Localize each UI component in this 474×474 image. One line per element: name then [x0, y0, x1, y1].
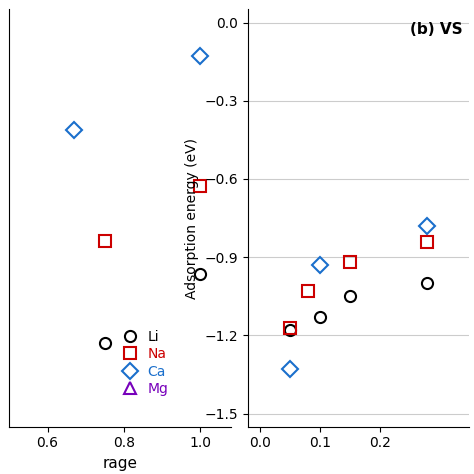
- Li: [197, 271, 203, 276]
- Y-axis label: Adsorption energy (eV): Adsorption energy (eV): [185, 137, 199, 299]
- Ca: [317, 262, 323, 268]
- Li: [425, 281, 430, 286]
- Na: [197, 183, 203, 189]
- Ca: [72, 127, 77, 133]
- Line: Ca: Ca: [284, 220, 433, 375]
- Line: Na: Na: [99, 180, 206, 247]
- Na: [425, 239, 430, 245]
- Li: [287, 328, 293, 333]
- Ca: [425, 223, 430, 229]
- Na: [305, 288, 311, 294]
- X-axis label: rage: rage: [102, 456, 137, 471]
- Li: [317, 314, 323, 320]
- Line: Na: Na: [284, 236, 433, 333]
- Line: Li: Li: [284, 278, 433, 336]
- Legend: Li, Na, Ca, Mg: Li, Na, Ca, Mg: [113, 327, 171, 399]
- Li: [347, 293, 353, 299]
- Na: [347, 260, 353, 265]
- Line: Li: Li: [99, 268, 206, 349]
- Na: [287, 325, 293, 330]
- Line: Ca: Ca: [69, 50, 206, 136]
- Li: [102, 340, 108, 346]
- Na: [102, 238, 108, 244]
- Text: (b) VS: (b) VS: [410, 22, 463, 37]
- Ca: [197, 53, 203, 59]
- Ca: [287, 366, 293, 372]
